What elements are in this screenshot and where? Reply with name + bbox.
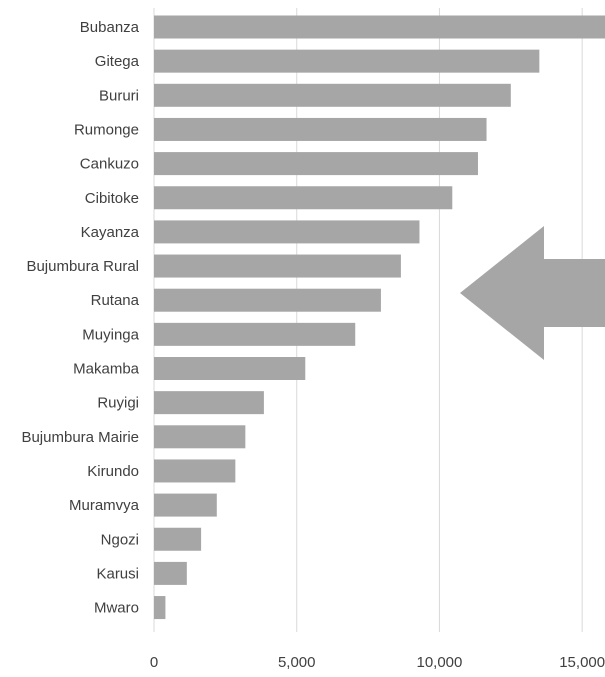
bar [154, 425, 246, 449]
bar [154, 49, 540, 73]
bar [154, 493, 217, 517]
category-label: Rutana [91, 292, 140, 309]
x-tick-label: 5,000 [278, 654, 316, 671]
x-tick-label: 10,000 [416, 654, 462, 671]
category-label: Bururi [99, 87, 139, 104]
bars [154, 15, 605, 620]
left-arrow-annotation [460, 226, 605, 360]
bar [154, 596, 166, 620]
bar [154, 357, 306, 380]
category-label: Kirundo [87, 463, 139, 480]
category-label: Karusi [96, 565, 139, 582]
category-label: Kayanza [81, 224, 140, 241]
category-label: Bubanza [80, 19, 140, 36]
category-label: Bujumbura Mairie [21, 429, 139, 446]
category-label: Makamba [73, 361, 140, 378]
category-label: Ngozi [101, 531, 139, 548]
x-tick-labels: 0 5,000 10,000 15,000 [150, 654, 605, 671]
bar [154, 152, 478, 176]
bar [154, 117, 487, 141]
bar [154, 254, 401, 278]
bar [154, 527, 202, 551]
category-label: Mwaro [94, 600, 139, 617]
category-label: Muyinga [82, 326, 139, 343]
bar [154, 288, 381, 312]
bar [154, 459, 236, 483]
category-label: Rumonge [74, 121, 139, 138]
bar [154, 186, 453, 210]
bar [154, 15, 605, 39]
category-label: Cibitoke [85, 190, 139, 207]
category-label: Cankuzo [80, 156, 139, 173]
category-labels: Bubanza Gitega Bururi Rumonge Cankuzo Cibitok… [21, 19, 139, 617]
bar [154, 561, 187, 585]
bar [154, 391, 264, 415]
category-label: Gitega [95, 53, 140, 70]
bar [154, 220, 420, 244]
x-tick-label: 15,000 [559, 654, 605, 671]
bar [154, 83, 511, 107]
category-label: Bujumbura Rural [26, 258, 139, 275]
category-label: Muramvya [69, 497, 140, 514]
category-label: Ruyigi [97, 395, 139, 412]
x-tick-label: 0 [150, 654, 158, 671]
bar [154, 322, 356, 346]
